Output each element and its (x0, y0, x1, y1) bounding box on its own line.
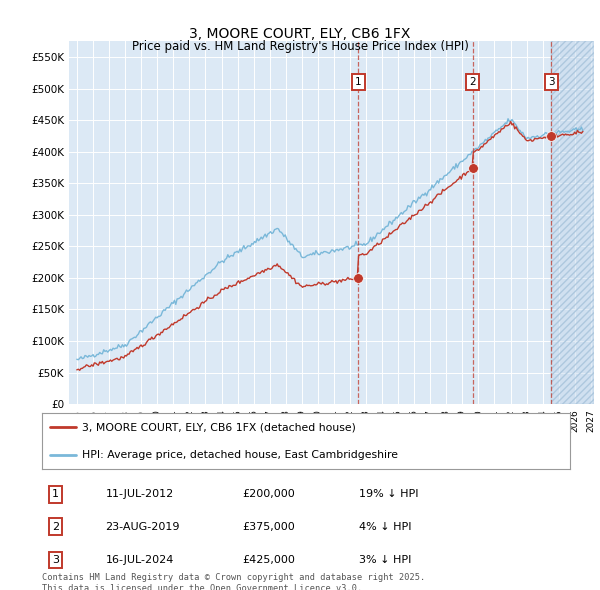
Text: 1: 1 (52, 490, 59, 499)
Text: 19% ↓ HPI: 19% ↓ HPI (359, 490, 418, 499)
Text: £425,000: £425,000 (242, 555, 296, 565)
Text: 3: 3 (548, 77, 554, 87)
Text: 3, MOORE COURT, ELY, CB6 1FX: 3, MOORE COURT, ELY, CB6 1FX (190, 27, 410, 41)
Text: 2: 2 (52, 522, 59, 532)
Text: £375,000: £375,000 (242, 522, 295, 532)
Text: 3, MOORE COURT, ELY, CB6 1FX (detached house): 3, MOORE COURT, ELY, CB6 1FX (detached h… (82, 422, 355, 432)
Text: HPI: Average price, detached house, East Cambridgeshire: HPI: Average price, detached house, East… (82, 450, 398, 460)
Text: 3% ↓ HPI: 3% ↓ HPI (359, 555, 411, 565)
Text: 2: 2 (469, 77, 476, 87)
Text: Price paid vs. HM Land Registry's House Price Index (HPI): Price paid vs. HM Land Registry's House … (131, 40, 469, 53)
Bar (551, 41, 594, 404)
Text: 3: 3 (52, 555, 59, 565)
Text: 4% ↓ HPI: 4% ↓ HPI (359, 522, 412, 532)
Text: £200,000: £200,000 (242, 490, 295, 499)
Text: 23-AUG-2019: 23-AUG-2019 (106, 522, 180, 532)
Text: Contains HM Land Registry data © Crown copyright and database right 2025.
This d: Contains HM Land Registry data © Crown c… (42, 573, 425, 590)
Text: 1: 1 (355, 77, 362, 87)
Text: 11-JUL-2012: 11-JUL-2012 (106, 490, 173, 499)
Text: 16-JUL-2024: 16-JUL-2024 (106, 555, 174, 565)
Bar (551, 41, 594, 404)
